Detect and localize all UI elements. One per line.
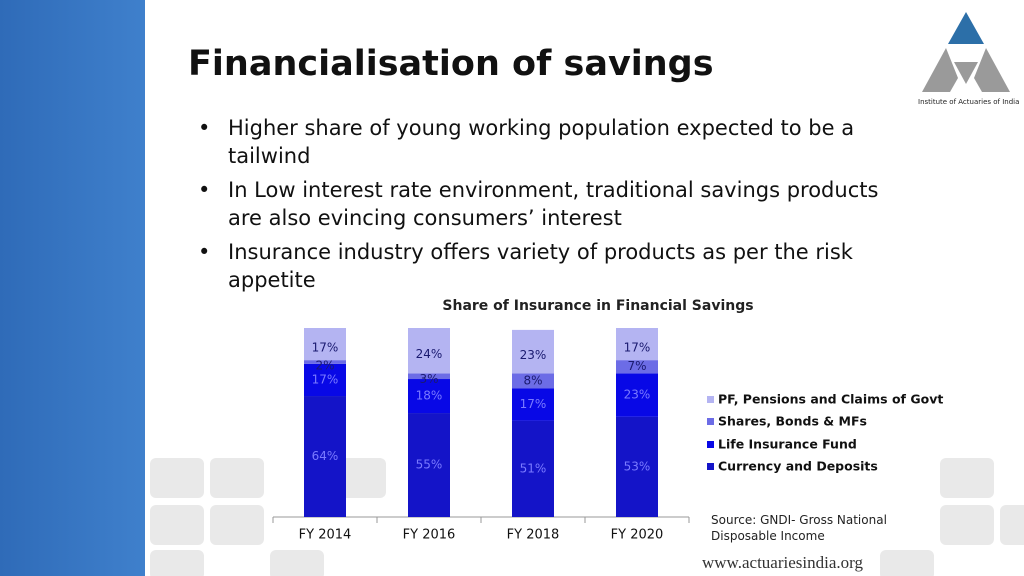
data-label: 18% [416, 389, 443, 403]
side-band [0, 0, 145, 576]
bar-segment [408, 373, 450, 380]
slide-title: Financialisation of savings [188, 44, 714, 84]
data-label: 2% [315, 359, 334, 373]
x-tick-label: FY 2014 [299, 528, 352, 543]
source-note: Source: GNDI- Gross National Disposable … [711, 513, 887, 543]
data-label: 53% [624, 459, 651, 473]
bar-segment [512, 329, 554, 374]
data-label: 51% [520, 461, 547, 475]
website: www.actuariesindia.org [702, 553, 863, 572]
bar-segment [408, 328, 450, 374]
data-label: 8% [523, 373, 542, 387]
data-label: 17% [520, 397, 547, 411]
data-label: 55% [416, 458, 443, 472]
data-label: 64% [312, 449, 339, 463]
data-label: 17% [624, 341, 651, 355]
chart-title: Share of Insurance in Financial Savings [442, 298, 753, 314]
bar-segment [304, 328, 346, 361]
bar-segment [616, 360, 658, 374]
bar-segment [304, 363, 346, 397]
bullet: Insurance industry offers variety of pro… [198, 238, 888, 294]
legend-swatch [707, 463, 714, 470]
bar-segment [512, 420, 554, 517]
bar-segment [408, 379, 450, 414]
legend-swatch [707, 441, 714, 448]
bar-segment [616, 416, 658, 517]
x-tick-label: FY 2020 [611, 528, 664, 543]
bar-segment [512, 388, 554, 421]
bar-segment [304, 360, 346, 364]
legend-swatch [707, 418, 714, 425]
legend-label: Life Insurance Fund [718, 437, 857, 452]
data-label: 23% [624, 388, 651, 402]
data-label: 24% [416, 347, 443, 361]
bullet: Higher share of young working population… [198, 114, 888, 170]
data-label: 17% [312, 372, 339, 386]
data-label: 17% [312, 341, 339, 355]
legend-swatch [707, 396, 714, 403]
bar-segment [304, 396, 346, 517]
logo [922, 12, 1010, 92]
data-label: 3% [419, 372, 438, 386]
logo-text: Institute of Actuaries of India [918, 98, 1020, 106]
x-tick-label: FY 2018 [507, 528, 560, 543]
legend-label: PF, Pensions and Claims of Govt [718, 392, 943, 407]
legend-label: Currency and Deposits [718, 459, 878, 474]
bullet-list: Higher share of young working population… [198, 114, 888, 300]
bullet: In Low interest rate environment, tradit… [198, 176, 888, 232]
bar-segment [616, 328, 658, 361]
tiles [150, 458, 1024, 576]
bar-segment [616, 373, 658, 417]
data-label: 7% [627, 359, 646, 373]
bar-segment [408, 413, 450, 517]
legend-label: Shares, Bonds & MFs [718, 414, 867, 429]
data-label: 23% [520, 348, 547, 362]
bar-segment [512, 373, 554, 389]
x-tick-label: FY 2016 [403, 528, 456, 543]
